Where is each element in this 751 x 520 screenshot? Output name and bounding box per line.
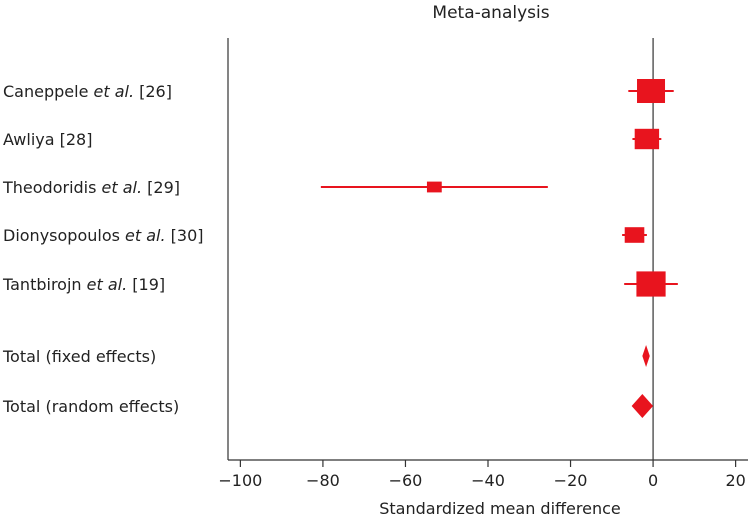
x-tick-label: −80 (306, 471, 340, 490)
study-effect-marker (634, 128, 660, 150)
study-label: Dionysopoulos et al. [30] (3, 226, 204, 245)
pooled-effect-diamond (631, 394, 654, 418)
study-effect-marker (636, 271, 666, 297)
chart-title: Meta-analysis (432, 3, 549, 23)
x-tick-label: −20 (554, 471, 588, 490)
study-label: Tantbirojn et al. [19] (2, 275, 165, 294)
x-axis-label: Standardized mean difference (379, 499, 621, 518)
total-label: Total (random effects) (2, 397, 179, 416)
x-tick-label: −40 (471, 471, 505, 490)
axes: −100 −80 −60 −40 −20 0 20 (218, 38, 748, 490)
study-effect-marker (637, 79, 666, 103)
study-effect-marker (426, 181, 442, 193)
chart-marks (320, 79, 678, 418)
study-label: Caneppele et al. [26] (3, 82, 172, 101)
study-labels: Caneppele et al. [26] Awliya [28] Theodori… (2, 82, 204, 416)
x-tick-label: −60 (389, 471, 423, 490)
total-label: Total (fixed effects) (2, 347, 156, 366)
study-label: Awliya [28] (3, 130, 92, 149)
x-tick-label: 0 (648, 471, 658, 490)
x-tick-label: 20 (725, 471, 745, 490)
pooled-effect-diamond (642, 345, 650, 367)
study-effect-marker (624, 227, 645, 243)
study-label: Theodoridis et al. [29] (2, 178, 180, 197)
x-tick-label: −100 (218, 471, 262, 490)
